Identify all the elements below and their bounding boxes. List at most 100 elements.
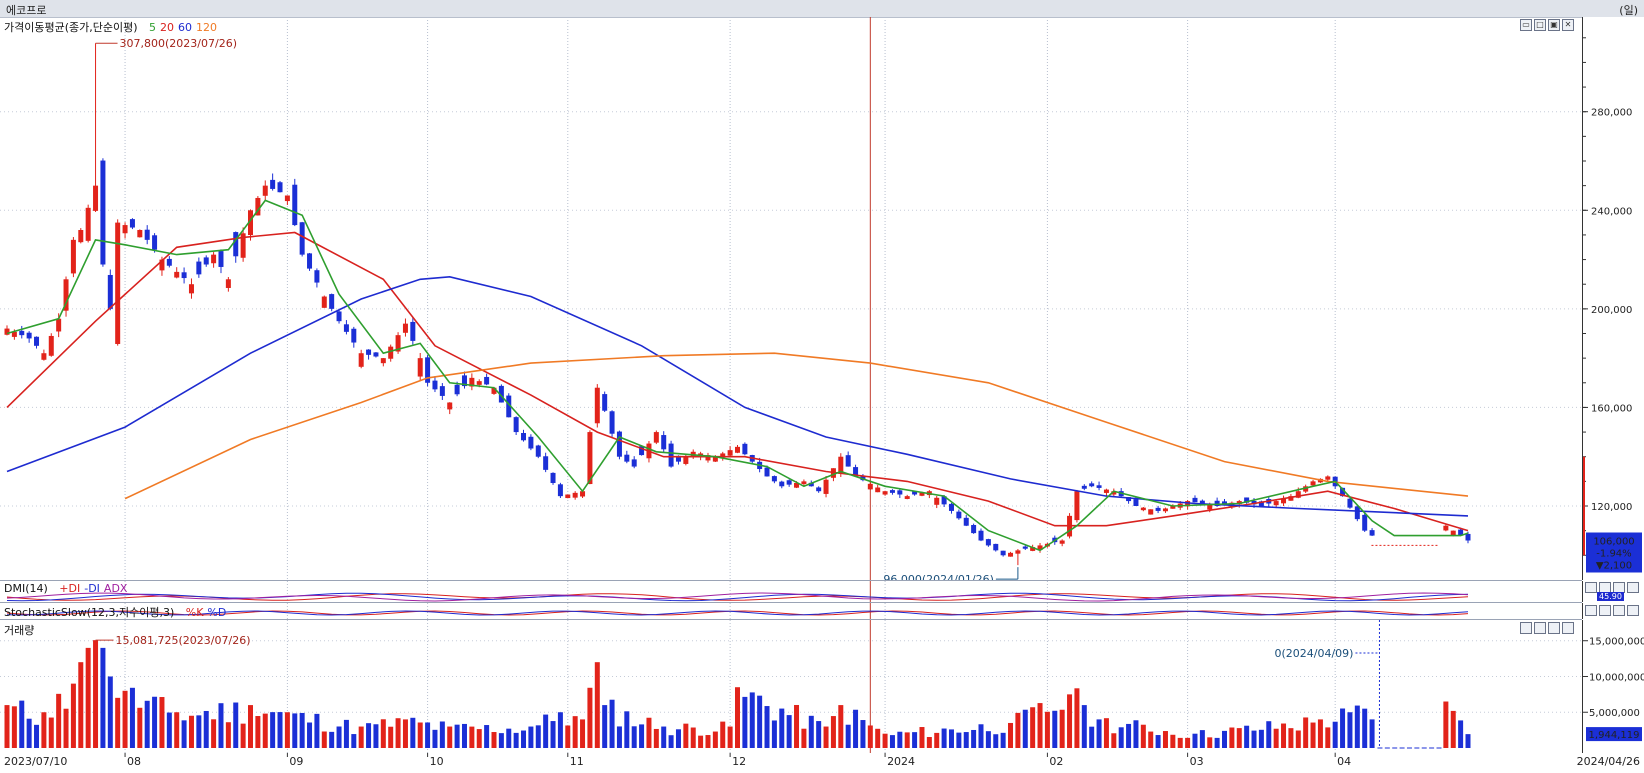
volume-bar <box>70 683 76 748</box>
candle-body <box>351 328 357 343</box>
candle-body <box>816 487 822 492</box>
dmi-panel[interactable]: DMI(14) +DI -DI ADX <box>0 581 1582 603</box>
stoch-maximize-icon[interactable] <box>1613 605 1625 616</box>
candle-body <box>498 385 504 403</box>
candle-body <box>93 185 99 211</box>
volume-bar <box>321 731 327 748</box>
volume-panel-controls[interactable] <box>1520 622 1578 635</box>
price-axis: 280,000 240,000 200,000 160,000 120,000 106,0… <box>1582 17 1644 580</box>
volume-panel[interactable]: 거래량 15,081,725(2023/07/26) 0(2024/04/09) <box>0 620 1582 754</box>
volume-bar <box>875 728 881 748</box>
volume-axis: 15,000,000 10,000,000 5,000,000 1,944,119 <box>1582 620 1644 753</box>
volume-bar <box>373 724 379 748</box>
candle-body <box>26 332 32 339</box>
candle-body <box>1008 552 1014 557</box>
candle-body <box>336 311 342 322</box>
volume-bar <box>240 723 246 748</box>
stoch-restore-icon[interactable] <box>1599 605 1611 616</box>
dmi-collapse-icon[interactable] <box>1585 582 1597 593</box>
volume-bar <box>594 662 600 748</box>
panel-restore-icon[interactable]: □ <box>1534 19 1546 31</box>
price-panel[interactable]: 가격이동평균(종가,단순이평) 5 20 60 120 ▭ □ ▣ ✕ 307,800… <box>0 17 1582 581</box>
volume-bar <box>1140 724 1146 748</box>
volume-bar <box>1281 723 1287 748</box>
vol-close-icon[interactable] <box>1562 622 1574 634</box>
volume-bar <box>1251 730 1257 748</box>
volume-bar <box>491 732 497 748</box>
stochastic-panel[interactable]: StochasticSlow(12,3,지수이평,3) %K %D <box>0 603 1582 620</box>
volume-bar <box>129 687 135 748</box>
candle-body <box>1362 514 1368 531</box>
volume-bar <box>152 696 158 748</box>
volume-bar <box>1295 730 1301 748</box>
candle-body <box>1199 500 1205 504</box>
candle-body <box>174 271 180 278</box>
legend-item-K: %K <box>185 606 204 619</box>
legend-item-DI: -DI <box>84 582 100 595</box>
volume-bar <box>978 724 984 748</box>
stochastic-chart[interactable] <box>0 603 1582 619</box>
panel-collapse-icon[interactable]: ▭ <box>1520 19 1532 31</box>
volume-bar <box>1162 731 1168 748</box>
candle-body <box>159 259 165 271</box>
volume-bar <box>1222 730 1227 748</box>
volume-bar <box>971 729 977 748</box>
candle-body <box>1022 546 1028 549</box>
volume-bar <box>771 720 777 748</box>
candle-body <box>889 490 895 493</box>
vol-zero-annotation: 0(2024/04/09) <box>1274 647 1353 660</box>
candle-body <box>882 491 888 495</box>
candle-body <box>218 251 224 267</box>
candle-body <box>4 328 10 335</box>
volume-bar <box>395 718 401 748</box>
candle-body <box>1089 483 1095 487</box>
current-price: 106,000 <box>1593 537 1634 548</box>
candle-body <box>727 450 733 456</box>
volume-bar <box>1458 720 1464 748</box>
volume-bar <box>727 726 733 748</box>
candle-body <box>129 219 135 228</box>
candle-body <box>941 496 947 505</box>
volume-bar <box>174 712 180 748</box>
vol-restore-icon[interactable] <box>1534 622 1546 634</box>
volume-bar <box>1052 710 1058 748</box>
dmi-chart[interactable] <box>0 581 1582 602</box>
candle-body <box>307 253 313 269</box>
volume-bar <box>867 725 873 748</box>
period-unit-label[interactable]: (일) <box>1619 4 1638 17</box>
volume-bar <box>912 732 918 748</box>
volume-chart[interactable]: 15,081,725(2023/07/26) 0(2024/04/09) <box>0 620 1582 753</box>
volume-bar <box>808 715 814 748</box>
panel-maximize-icon[interactable]: ▣ <box>1548 19 1560 31</box>
candle-body <box>1192 497 1198 503</box>
candle-body <box>1244 497 1250 503</box>
stoch-collapse-icon[interactable] <box>1585 605 1597 616</box>
candle-body <box>521 433 527 441</box>
volume-bar <box>432 729 438 748</box>
vol-maximize-icon[interactable] <box>1548 622 1560 634</box>
volume-bar <box>668 735 674 748</box>
dmi-close-icon[interactable] <box>1627 582 1639 593</box>
price-axis-ticks: 280,000 240,000 200,000 160,000 120,000 106,0… <box>1583 37 1642 573</box>
panel-close-icon[interactable]: ✕ <box>1562 19 1574 31</box>
candle-body <box>1148 509 1154 515</box>
candle-body <box>78 230 84 243</box>
price-panel-controls[interactable]: ▭ □ ▣ ✕ <box>1520 19 1578 32</box>
candle-body <box>661 435 667 450</box>
volume-bar <box>609 699 615 748</box>
volume-bar <box>336 726 342 748</box>
candle-body <box>85 207 91 241</box>
stoch-close-icon[interactable] <box>1627 605 1639 616</box>
volume-bar <box>646 717 652 748</box>
volume-bar <box>683 723 689 748</box>
vol-collapse-icon[interactable] <box>1520 622 1532 634</box>
volume-bar <box>1288 728 1294 748</box>
candle-body <box>314 270 320 283</box>
volume-bar <box>417 722 423 748</box>
candle-body <box>808 482 814 487</box>
current-change-pct: -1.94% <box>1596 549 1631 560</box>
candle-body <box>196 261 202 275</box>
price-panel-legend[interactable]: 가격이동평균(종가,단순이평) 5 20 60 120 <box>4 19 217 35</box>
price-chart[interactable]: 307,800(2023/07/26) 96,000(2024/01/26) <box>0 17 1582 580</box>
volume-bar <box>402 719 408 748</box>
